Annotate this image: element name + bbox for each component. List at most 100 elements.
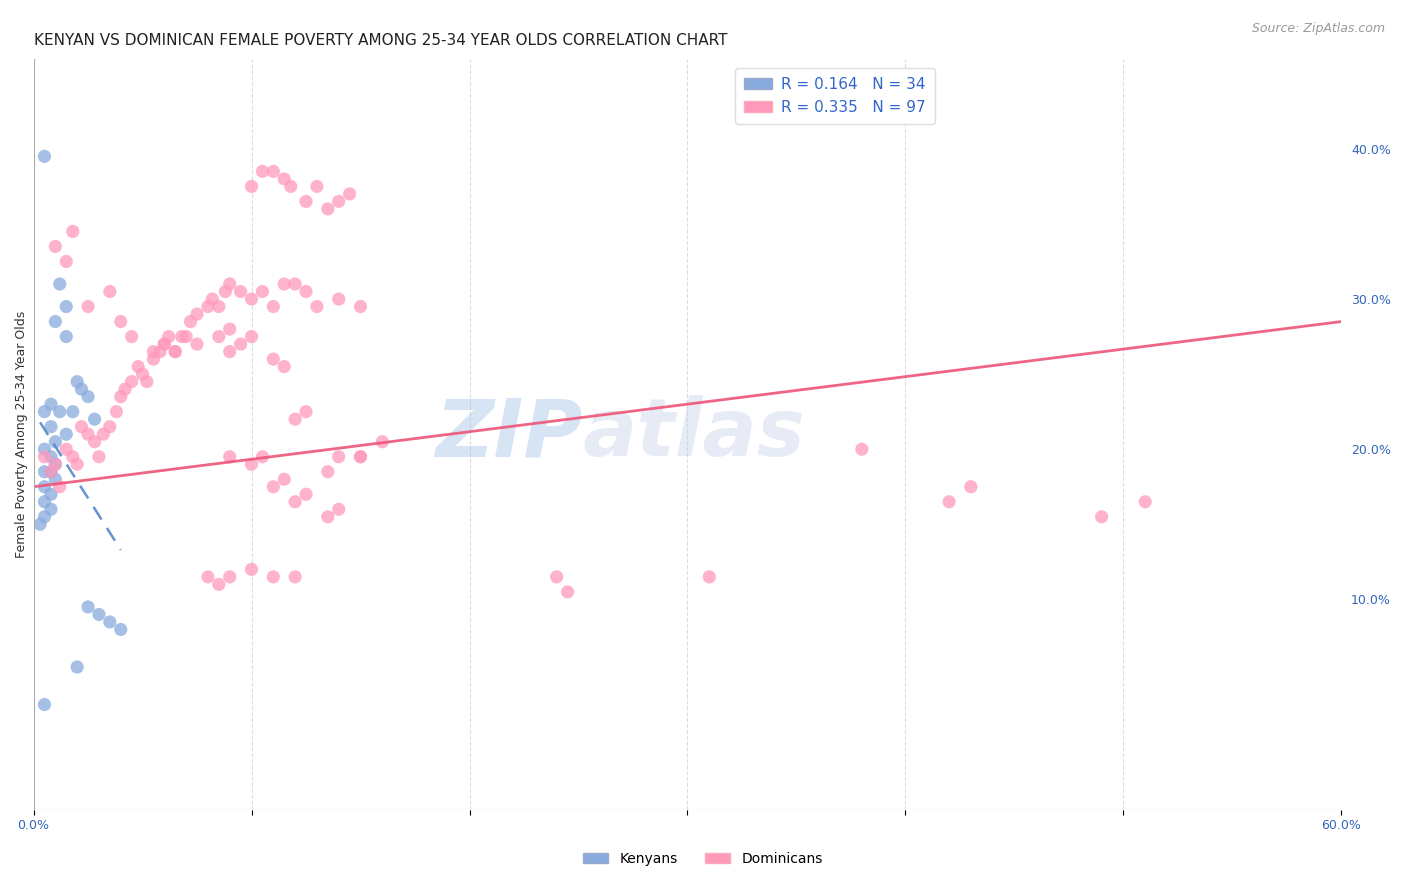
Point [48,277,70,291]
Point [960,480,983,494]
Point [62,450,84,464]
Point [218,450,240,464]
Point [349,450,371,464]
Point [70,419,93,434]
Point [87,607,110,622]
Point [44,434,66,449]
Point [131,367,153,381]
Point [165,344,187,359]
Point [34,495,56,509]
Point [273,172,295,186]
Point [252,164,274,178]
Legend: Kenyans, Dominicans: Kenyans, Dominicans [578,847,828,871]
Point [851,442,873,457]
Point [179,314,201,328]
Point [197,300,219,314]
Point [273,277,295,291]
Point [121,375,143,389]
Text: KENYAN VS DOMINICAN FEMALE POVERTY AMONG 25-34 YEAR OLDS CORRELATION CHART: KENYAN VS DOMINICAN FEMALE POVERTY AMONG… [34,33,727,48]
Point [252,285,274,299]
Point [240,562,263,576]
Point [77,599,100,614]
Point [135,375,157,389]
Point [229,285,252,299]
Point [186,307,208,321]
Point [280,179,302,194]
Point [34,509,56,524]
Point [77,390,100,404]
Text: ZIP: ZIP [436,395,583,473]
Point [114,382,136,396]
Point [98,419,121,434]
Point [55,300,77,314]
Point [349,450,371,464]
Point [208,300,231,314]
Point [201,292,224,306]
Point [98,285,121,299]
Point [218,570,240,584]
Point [284,570,307,584]
Point [34,149,56,163]
Point [284,412,307,426]
Point [316,202,339,216]
Point [153,337,176,351]
Point [39,450,62,464]
Point [142,344,165,359]
Text: atlas: atlas [583,395,806,473]
Point [170,329,193,343]
Point [149,344,172,359]
Legend: R = 0.164   N = 34, R = 0.335   N = 97: R = 0.164 N = 34, R = 0.335 N = 97 [735,68,935,124]
Point [48,480,70,494]
Point [39,487,62,501]
Point [1135,495,1157,509]
Point [77,427,100,442]
Point [240,179,263,194]
Point [197,570,219,584]
Point [546,570,568,584]
Point [34,405,56,419]
Point [252,450,274,464]
Point [316,465,339,479]
Point [262,352,284,367]
Y-axis label: Female Poverty Among 25-34 Year Olds: Female Poverty Among 25-34 Year Olds [15,310,28,558]
Point [110,623,132,637]
Point [214,285,236,299]
Point [557,585,579,599]
Point [55,442,77,457]
Point [30,517,52,532]
Point [55,329,77,343]
Point [66,660,89,674]
Point [39,419,62,434]
Point [39,465,62,479]
Point [295,285,318,299]
Point [305,300,328,314]
Point [91,427,114,442]
Point [305,179,328,194]
Point [174,329,197,343]
Point [39,502,62,516]
Point [34,442,56,457]
Point [55,254,77,268]
Point [273,359,295,374]
Point [262,300,284,314]
Point [121,329,143,343]
Point [44,472,66,486]
Point [262,570,284,584]
Point [66,375,89,389]
Point [328,502,350,516]
Point [110,390,132,404]
Point [153,337,176,351]
Point [55,427,77,442]
Point [87,450,110,464]
Point [295,194,318,209]
Point [938,495,960,509]
Point [218,322,240,336]
Point [83,412,105,426]
Point [284,495,307,509]
Point [328,292,350,306]
Point [34,698,56,712]
Point [218,344,240,359]
Point [127,359,149,374]
Point [273,472,295,486]
Point [316,509,339,524]
